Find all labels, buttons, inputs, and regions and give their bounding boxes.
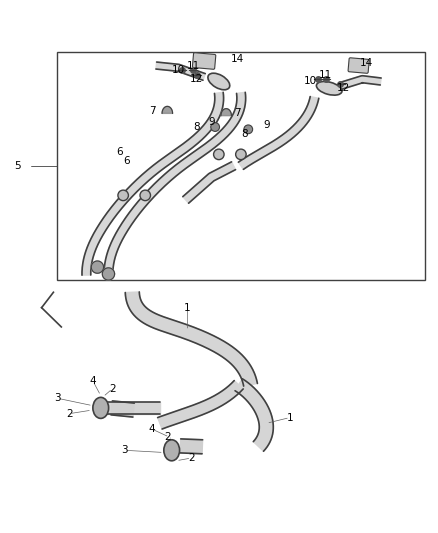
Polygon shape — [339, 76, 381, 90]
Ellipse shape — [164, 440, 180, 461]
Text: 2: 2 — [66, 409, 73, 418]
Polygon shape — [221, 109, 231, 116]
Polygon shape — [162, 107, 173, 114]
Polygon shape — [156, 62, 205, 80]
Text: 11: 11 — [319, 70, 332, 79]
Text: 2: 2 — [164, 432, 171, 442]
Text: 8: 8 — [194, 122, 200, 132]
Text: 12: 12 — [337, 83, 350, 93]
Ellipse shape — [93, 398, 109, 418]
Ellipse shape — [316, 82, 342, 95]
Circle shape — [140, 190, 151, 200]
Text: 6: 6 — [116, 147, 123, 157]
Polygon shape — [91, 261, 103, 273]
Polygon shape — [238, 96, 319, 169]
Circle shape — [118, 190, 128, 200]
Text: 9: 9 — [263, 120, 270, 130]
Text: 9: 9 — [208, 117, 215, 127]
Polygon shape — [111, 401, 134, 417]
Text: 2: 2 — [109, 384, 116, 393]
Text: 2: 2 — [188, 453, 195, 463]
Polygon shape — [183, 162, 236, 203]
Polygon shape — [82, 92, 223, 275]
Text: 4: 4 — [148, 424, 155, 434]
Polygon shape — [104, 92, 246, 275]
Text: 14: 14 — [230, 54, 244, 64]
Circle shape — [236, 149, 246, 159]
Polygon shape — [101, 402, 160, 414]
Polygon shape — [158, 381, 243, 429]
FancyBboxPatch shape — [192, 53, 216, 69]
Circle shape — [244, 125, 253, 134]
Text: 10: 10 — [172, 65, 185, 75]
Text: 12: 12 — [190, 74, 203, 84]
Text: 5: 5 — [14, 161, 21, 171]
Text: 4: 4 — [89, 376, 96, 386]
Text: 1: 1 — [184, 303, 191, 313]
Text: 8: 8 — [241, 129, 248, 139]
Text: 6: 6 — [124, 156, 130, 166]
Circle shape — [214, 149, 224, 159]
Polygon shape — [102, 268, 115, 280]
Circle shape — [211, 123, 219, 132]
Text: 7: 7 — [234, 108, 240, 118]
Text: 14: 14 — [359, 58, 373, 68]
Text: 1: 1 — [286, 413, 293, 423]
Text: 3: 3 — [121, 445, 128, 455]
Ellipse shape — [208, 73, 230, 90]
Text: 7: 7 — [149, 106, 156, 116]
Polygon shape — [235, 379, 273, 451]
FancyBboxPatch shape — [348, 58, 369, 74]
Polygon shape — [125, 292, 258, 386]
Text: 3: 3 — [54, 393, 61, 403]
FancyBboxPatch shape — [57, 52, 425, 280]
Text: 10: 10 — [304, 77, 318, 86]
Polygon shape — [180, 439, 203, 454]
Text: 11: 11 — [187, 61, 200, 70]
